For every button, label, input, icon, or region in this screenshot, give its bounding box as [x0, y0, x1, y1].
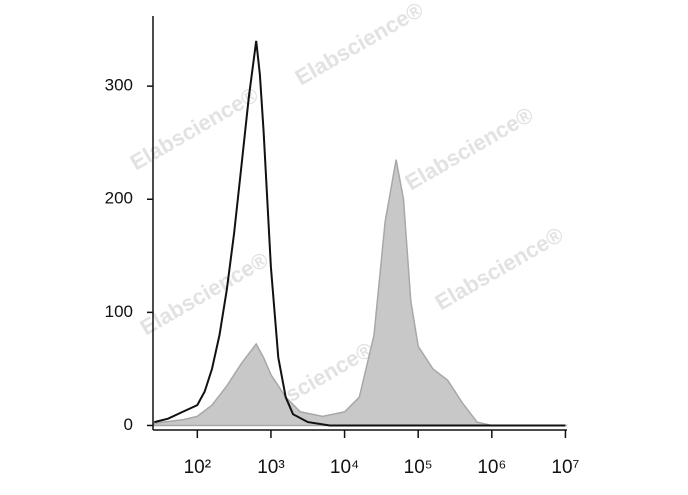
- watermark: Elabscience®: [431, 222, 568, 315]
- watermark: Elabscience®: [291, 0, 428, 90]
- y-tick-label: 100: [105, 302, 133, 321]
- y-tick-label: 300: [105, 76, 133, 95]
- watermark: Elabscience®: [401, 102, 538, 195]
- histogram-area: [153, 159, 569, 427]
- y-tick-label: 0: [124, 415, 133, 434]
- y-tick-label: 200: [105, 189, 133, 208]
- x-tick-label: 10²: [184, 457, 211, 478]
- x-tick-label: 10⁷: [551, 457, 579, 478]
- histogram-line: [154, 40, 566, 427]
- x-tick-label: 10³: [257, 457, 284, 478]
- watermark: Elabscience®: [136, 247, 273, 340]
- x-tick-label: 10⁴: [330, 457, 359, 478]
- x-tick-label: 10⁵: [404, 457, 433, 478]
- x-tick-label: 10⁶: [477, 457, 506, 478]
